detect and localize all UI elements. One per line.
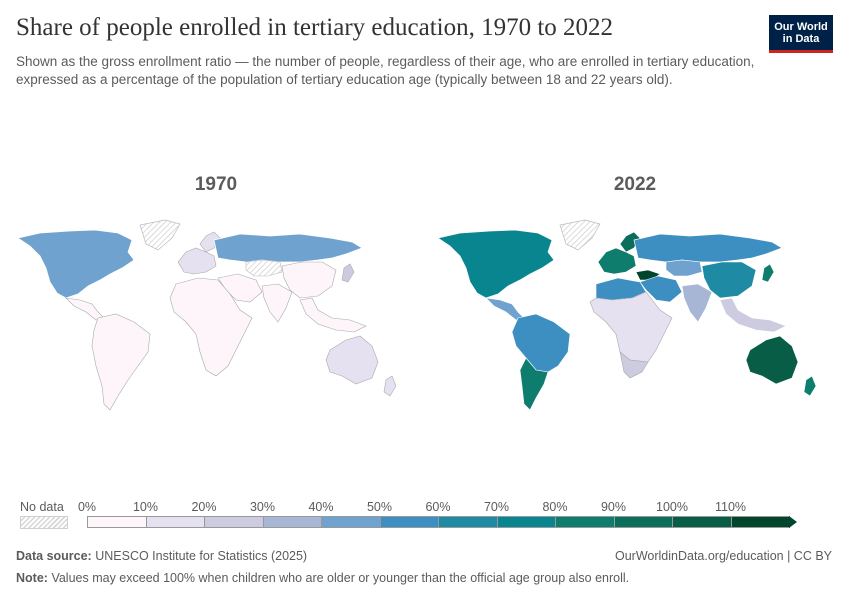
region-africa-2022[interactable] — [589, 291, 673, 363]
legend-bin[interactable] — [204, 516, 263, 528]
chart-subtitle: Shown as the gross enrollment ratio — th… — [16, 54, 755, 87]
region-australia-2022[interactable] — [745, 335, 799, 385]
legend-bin-separator — [555, 516, 556, 528]
legend-bin[interactable] — [262, 516, 322, 528]
region-south-asia-2022[interactable] — [681, 283, 713, 323]
region-argentina-2022[interactable] — [519, 357, 549, 411]
legend-bin-separator — [730, 516, 732, 528]
data-source-label: Data source: — [16, 549, 92, 563]
legend-bin[interactable] — [145, 516, 205, 528]
legend-bin[interactable] — [730, 516, 790, 528]
legend-bin[interactable] — [672, 516, 731, 528]
region-south-america-2022[interactable] — [511, 313, 571, 373]
region-australia-1970[interactable] — [325, 335, 379, 385]
legend-bin[interactable] — [496, 516, 556, 528]
data-source: Data source: UNESCO Institute for Statis… — [16, 549, 307, 563]
region-china-2022[interactable] — [701, 261, 757, 299]
footnote: Note: Values may exceed 100% when childr… — [16, 571, 629, 585]
legend-bin-separator — [613, 516, 615, 528]
legend-tick-label: 90% — [600, 500, 627, 514]
legend-tick-label: 70% — [483, 500, 510, 514]
legend-bin-separator — [204, 516, 205, 528]
note-label: Note: — [16, 571, 48, 585]
legend-no-data-swatch — [20, 516, 68, 529]
region-new-zealand-1970[interactable] — [383, 375, 397, 397]
legend-no-data-label: No data — [20, 500, 64, 514]
legend-bin-separator — [379, 516, 381, 528]
legend-bin[interactable] — [438, 516, 497, 528]
region-central-asia-1970[interactable] — [245, 259, 283, 277]
map-title-2022: 2022 — [613, 174, 657, 195]
region-southeast-asia-1970[interactable] — [299, 297, 367, 333]
region-central-america-2022[interactable] — [485, 297, 525, 321]
map-panels — [17, 219, 817, 411]
region-russia-2022[interactable] — [633, 233, 783, 263]
legend-tick-label: 60% — [425, 500, 451, 514]
world-map-2022 — [437, 219, 817, 411]
legend-bin-separator — [262, 516, 264, 528]
region-europe-west-1970[interactable] — [177, 247, 217, 275]
source-url-link[interactable]: OurWorldinData.org/education | CC BY — [614, 549, 832, 563]
region-southeast-asia-2022[interactable] — [719, 297, 787, 333]
region-greenland-2022[interactable] — [559, 219, 601, 251]
note-text: Values may exceed 100% when children who… — [51, 571, 630, 585]
legend-bin[interactable] — [613, 516, 673, 528]
legend-bin-separator — [672, 516, 673, 528]
map-title-1970: 1970 — [194, 174, 238, 195]
legend-tick-label: 30% — [249, 500, 276, 514]
legend-tick-label: 80% — [542, 500, 568, 514]
region-south-asia-1970[interactable] — [261, 283, 293, 323]
region-south-america-1970[interactable] — [91, 313, 151, 411]
legend-tick-label: 110% — [714, 500, 747, 514]
legend-tick-label: 20% — [191, 500, 217, 514]
legend-tick-label: 40% — [308, 500, 334, 514]
region-japan-2022[interactable] — [761, 263, 775, 283]
legend-arrow-icon — [789, 516, 797, 528]
legend-bin-separator — [496, 516, 498, 528]
owid-logo[interactable]: Our World in Data — [769, 15, 833, 53]
legend-bin[interactable] — [87, 516, 146, 528]
region-scandinavia-1970[interactable] — [199, 231, 221, 253]
region-new-zealand-2022[interactable] — [803, 375, 817, 397]
legend-bin[interactable] — [321, 516, 380, 528]
legend-bin-separator — [438, 516, 439, 528]
data-source-text: UNESCO Institute for Statistics (2025) — [95, 549, 308, 563]
region-north-america-1970[interactable] — [17, 229, 135, 299]
legend-bin-separator — [321, 516, 322, 528]
legend-bin-separator — [87, 516, 88, 528]
region-scandinavia-2022[interactable] — [619, 231, 641, 253]
region-russia-1970[interactable] — [213, 233, 363, 263]
region-north-america-2022[interactable] — [437, 229, 555, 299]
region-middle-east-2022[interactable] — [639, 275, 683, 303]
legend-tick-label: 0% — [77, 500, 97, 514]
logo-line-1: Our World — [774, 21, 828, 33]
region-china-1970[interactable] — [281, 261, 337, 299]
region-greenland-1970[interactable] — [139, 219, 181, 251]
region-central-america-1970[interactable] — [65, 297, 105, 321]
region-south-africa-2022[interactable] — [619, 351, 649, 379]
region-europe-west-2022[interactable] — [597, 247, 637, 275]
world-map-1970 — [17, 219, 397, 411]
logo-line-2: in Data — [782, 33, 820, 45]
legend-tick-label: 100% — [656, 500, 688, 514]
legend-tick-label: 50% — [366, 500, 393, 514]
legend-bin[interactable] — [555, 516, 614, 528]
region-japan-1970[interactable] — [341, 263, 355, 283]
chart-title: Share of people enrolled in tertiary edu… — [16, 14, 614, 41]
region-central-asia-2022[interactable] — [665, 259, 703, 277]
region-africa-1970[interactable] — [169, 277, 253, 377]
legend-bin[interactable] — [379, 516, 439, 528]
legend-bin-separator — [145, 516, 147, 528]
legend-tick-label: 10% — [132, 500, 159, 514]
